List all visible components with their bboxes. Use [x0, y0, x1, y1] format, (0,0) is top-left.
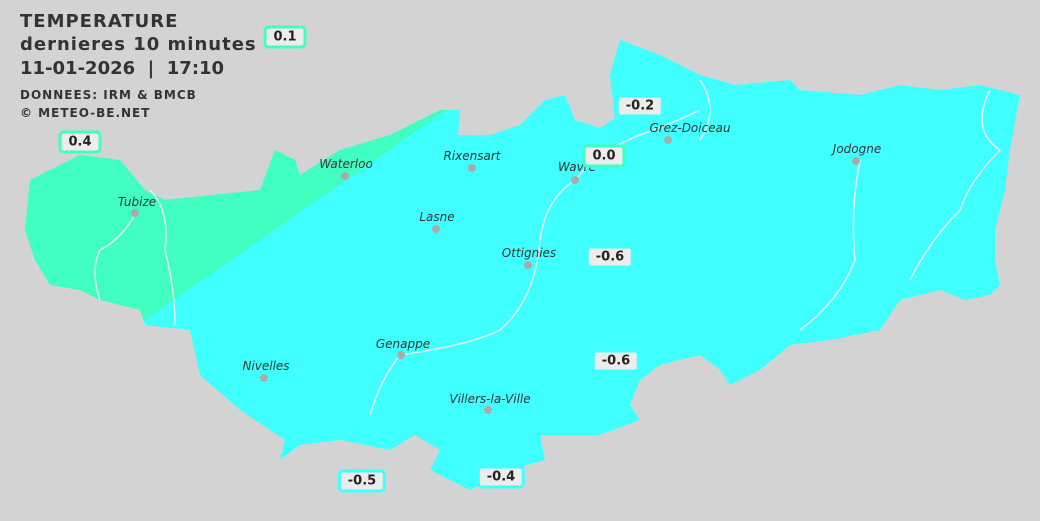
temperature-reading: -0.6	[585, 245, 635, 269]
copyright: © METEO-BE.NET	[20, 106, 151, 120]
datetime: 11-01-2026 | 17:10	[20, 58, 225, 79]
city-label: Genappe	[375, 337, 431, 351]
city-dot	[397, 351, 405, 359]
city-label: Jodogne	[832, 142, 882, 156]
city-dot	[341, 172, 349, 180]
city-dot	[664, 136, 672, 144]
city-label: Lasne	[419, 210, 455, 224]
temperature-reading: -0.2	[615, 94, 665, 118]
temperature-reading: -0.6	[591, 349, 641, 373]
city-label: Nivelles	[242, 359, 290, 373]
map-header: TEMPERATURE dernieres 10 minutes 11-01-2…	[20, 10, 257, 122]
data-source: DONNEES: IRM & BMCB	[20, 88, 197, 102]
temperature-reading: -0.4	[476, 465, 526, 489]
city-dot	[131, 209, 139, 217]
city-label: Grez-Doiceau	[649, 121, 731, 135]
temperature-reading: 0.4	[58, 130, 102, 154]
temperature-reading: 0.0	[582, 144, 626, 168]
city-dot	[432, 225, 440, 233]
city-label: Ottignies	[501, 246, 557, 260]
city-dot	[260, 374, 268, 382]
title: TEMPERATURE	[20, 11, 179, 32]
city-dot	[468, 164, 476, 172]
city-dot	[524, 261, 532, 269]
temperature-reading: 0.1	[263, 25, 307, 49]
city-label: Waterloo	[319, 157, 373, 171]
city-label: Rixensart	[443, 149, 501, 163]
city-label: Tubize	[117, 195, 157, 209]
temperature-reading: -0.5	[337, 469, 387, 493]
city-label: Villers-la-Ville	[449, 392, 531, 406]
city-dot	[852, 157, 860, 165]
city-dot	[571, 176, 579, 184]
period: dernieres 10 minutes	[20, 34, 257, 55]
city-dot	[484, 406, 492, 414]
